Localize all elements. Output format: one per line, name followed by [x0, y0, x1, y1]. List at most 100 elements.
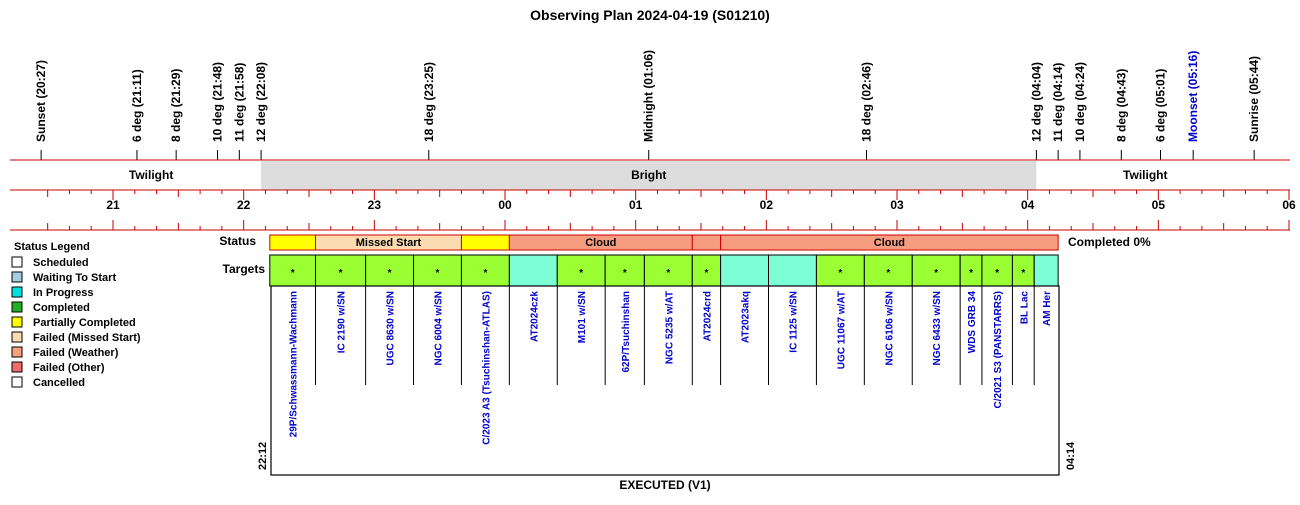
event-label-1: 6 deg (21:11) — [130, 69, 144, 142]
target-name-5: AT2024czk — [529, 291, 540, 342]
target-mark-15: * — [969, 268, 973, 279]
target-mark-13: * — [886, 268, 890, 279]
legend-title: Status Legend — [14, 241, 90, 253]
band-label-1: Bright — [631, 168, 666, 182]
target-mark-6: * — [579, 268, 583, 279]
target-mark-7: * — [623, 268, 627, 279]
legend-item-8: Cancelled — [33, 377, 85, 389]
event-label-8: 18 deg (02:46) — [860, 62, 874, 142]
status-segment-label-5: Cloud — [874, 237, 905, 249]
band-label-2: Twilight — [1123, 168, 1167, 182]
legend-item-1: Waiting To Start — [33, 272, 116, 284]
event-label-11: 10 deg (04:24) — [1073, 62, 1087, 142]
target-mark-12: * — [838, 268, 842, 279]
event-label-12: 8 deg (04:43) — [1114, 69, 1128, 142]
event-label-9: 12 deg (04:04) — [1029, 62, 1043, 142]
target-name-17: BL Lac — [1019, 291, 1030, 325]
target-name-18: AM Her — [1042, 291, 1053, 326]
legend-swatch-4 — [11, 316, 23, 328]
completed-percent: Completed 0% — [1068, 235, 1151, 249]
event-labels: Sunset (20:27) 6 deg (21:11) 8 deg (21:29)… — [34, 50, 1261, 190]
target-name-15: WDS GRB 34 — [967, 291, 978, 354]
event-label-2: 8 deg (21:29) — [169, 69, 183, 142]
event-label-14: Moonset (05:16) — [1186, 51, 1200, 142]
target-name-7: 62P/Tsuchinshan — [621, 291, 632, 373]
legend-swatch-5 — [11, 331, 23, 343]
target-block-3 — [413, 254, 462, 287]
legend-swatch-7 — [11, 361, 23, 373]
target-name-14: NGC 6433 w/SN — [932, 291, 943, 365]
target-mark-3: * — [436, 268, 440, 279]
legend-swatch-0 — [11, 256, 23, 268]
band-2 — [1036, 161, 1255, 190]
target-row: * * * * * * * * * * * * * * * — [269, 254, 1059, 287]
status-segment-0 — [269, 234, 317, 251]
band-label-0: Twilight — [129, 168, 173, 182]
target-name-10: AT2023akq — [741, 291, 752, 343]
legend-swatch-8 — [11, 376, 23, 388]
target-name-2: UGC 8630 w/SN — [386, 291, 397, 365]
legend-swatch-1 — [11, 271, 23, 283]
status-row-label: Status — [219, 234, 256, 248]
legend-item-6: Failed (Weather) — [33, 347, 119, 359]
target-name-4: C/2023 A3 (Tsuchinshan-ATLAS) — [481, 291, 492, 445]
band-0 — [41, 161, 262, 190]
event-label-13: 6 deg (05:01) — [1154, 69, 1168, 142]
event-label-10: 11 deg (04:14) — [1051, 63, 1065, 142]
target-name-1: IC 2190 w/SN — [337, 291, 348, 353]
hour-tick-label: 22 — [237, 198, 251, 212]
target-name-16: C/2021 S3 (PANSTARRS) — [993, 291, 1004, 408]
target-block-6 — [556, 254, 606, 287]
target-name-11: IC 1125 w/SN — [788, 291, 799, 353]
target-names: 29P/Schwassmann-Wachmann IC 2190 w/SN UGC … — [289, 286, 1053, 445]
target-mark-8: * — [666, 268, 670, 279]
plan-title: Observing Plan 2024-04-19 (S01210) — [530, 7, 770, 23]
legend-item-4: Partially Completed — [33, 317, 136, 329]
event-label-7: Midnight (01:06) — [642, 50, 656, 142]
event-label-3: 10 deg (21:48) — [211, 62, 225, 142]
target-mark-4: * — [483, 268, 487, 279]
target-name-3: NGC 6004 w/SN — [433, 291, 444, 365]
hour-tick-label: 02 — [760, 198, 774, 212]
hour-tick-label: 06 — [1282, 198, 1296, 212]
hour-tick-label: 05 — [1152, 198, 1166, 212]
band-1 — [261, 161, 1037, 190]
target-name-0: 29P/Schwassmann-Wachmann — [289, 291, 300, 437]
target-block-10 — [720, 254, 770, 287]
target-mark-1: * — [339, 268, 343, 279]
legend-item-0: Scheduled — [33, 257, 89, 269]
time-axis: 21 22 23 00 01 02 03 04 05 06 — [10, 190, 1296, 231]
event-label-4: 11 deg (21:58) — [232, 63, 246, 142]
status-segment-5 — [720, 234, 1059, 251]
legend-item-3: Completed — [33, 302, 90, 314]
target-block-14 — [911, 254, 961, 287]
hour-tick-label: 23 — [368, 198, 382, 212]
target-name-8: NGC 5235 w/AT — [664, 291, 675, 364]
status-legend: Status Legend Scheduled Waiting To Start I… — [11, 241, 141, 389]
event-label-5: 12 deg (22:08) — [254, 62, 268, 142]
target-block-18 — [1033, 254, 1059, 287]
status-row: Missed Start Cloud Cloud — [269, 234, 1059, 251]
target-mark-17: * — [1021, 268, 1025, 279]
legend-item-5: Failed (Missed Start) — [33, 332, 141, 344]
legend-item-7: Failed (Other) — [33, 362, 105, 374]
status-segment-2 — [460, 234, 510, 251]
sky-bands: Twilight Bright Twilight — [10, 159, 1290, 191]
target-block-4 — [460, 254, 510, 287]
hour-tick-label: 00 — [498, 198, 512, 212]
legend-item-2: In Progress — [33, 287, 94, 299]
hour-tick-label: 21 — [106, 198, 120, 212]
target-block-11 — [768, 254, 817, 287]
target-mark-2: * — [388, 268, 392, 279]
target-name-6: M101 w/SN — [577, 291, 588, 343]
status-segment-4 — [691, 234, 722, 251]
legend-swatch-3 — [11, 301, 23, 313]
target-name-12: UGC 11067 w/AT — [836, 291, 847, 369]
target-mark-16: * — [995, 268, 999, 279]
target-block-5 — [508, 254, 558, 287]
plan-end-time: 04:14 — [1065, 441, 1077, 470]
execution-footer: EXECUTED (V1) — [619, 478, 710, 492]
target-mark-0: * — [291, 268, 295, 279]
target-block-12 — [815, 254, 865, 287]
